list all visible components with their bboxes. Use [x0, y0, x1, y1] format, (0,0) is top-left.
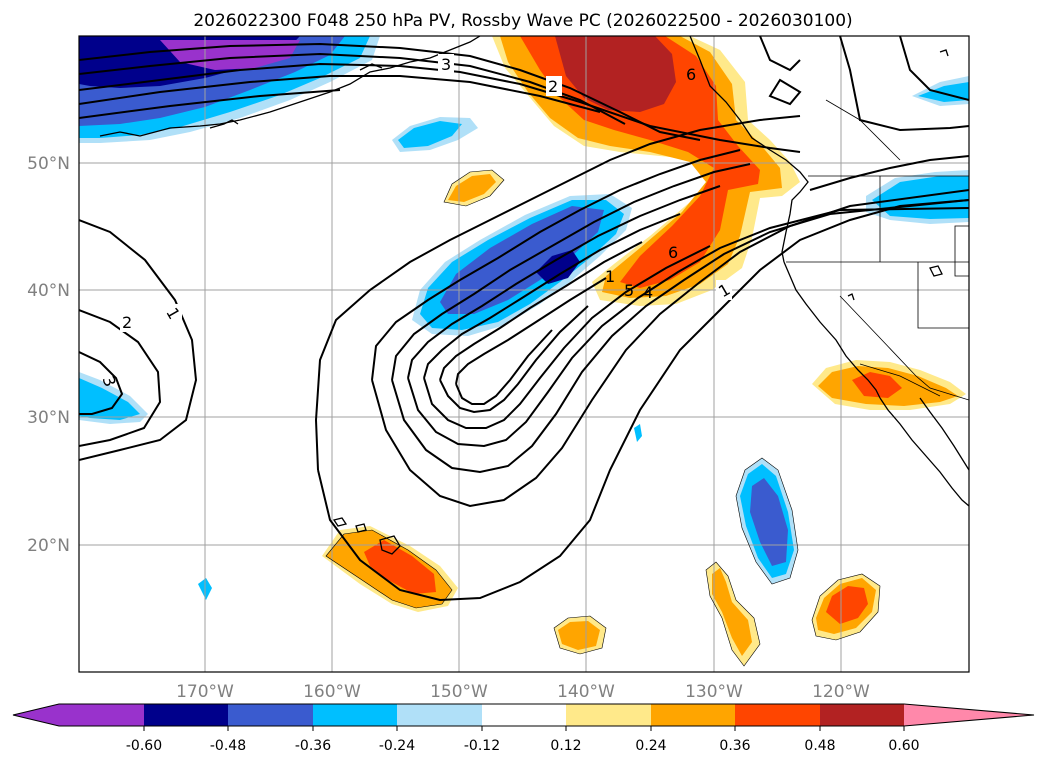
- lon-label-150w: 150°W: [430, 682, 488, 702]
- colorbar-segment: [313, 704, 397, 726]
- colorbar-tick-label: -0.24: [379, 738, 415, 754]
- colorbar-outline: [12, 703, 1035, 727]
- colorbar-min-extension: [13, 704, 59, 726]
- lon-label-130w: 130°W: [685, 682, 743, 702]
- colorbar-segment: [820, 704, 904, 726]
- positive-anomaly-shading: [322, 36, 966, 666]
- lon-label-170w: 170°W: [176, 682, 234, 702]
- contour-label: 6: [686, 65, 696, 84]
- contour-label: 2: [548, 77, 558, 96]
- colorbar-segment: [144, 704, 228, 726]
- colorbar-tick-label: -0.60: [126, 738, 162, 754]
- map-frame: [78, 35, 970, 673]
- contour-label: 1: [605, 267, 615, 286]
- shading-outlines: [325, 169, 881, 667]
- colorbar-tick-label: 0.36: [719, 738, 750, 754]
- colorbar-tick-label: 0.24: [635, 738, 666, 754]
- map-area: 3 2 6 1 6 5 4 1 2 1 3: [79, 36, 969, 672]
- lat-label-30n: 30°N: [27, 408, 70, 428]
- political-borders: [786, 99, 969, 401]
- contour-label: 5: [624, 281, 634, 300]
- colorbar-segment: [482, 704, 566, 726]
- colorbar-tick-label: 0.12: [550, 738, 581, 754]
- colorbar-segment: [735, 704, 820, 726]
- colorbar-tick-label: -0.48: [210, 738, 246, 754]
- contour-label: 4: [643, 283, 653, 302]
- colorbar-ticks: [143, 726, 905, 731]
- colorbar-segment: [59, 704, 144, 726]
- colorbar: -0.60 -0.48 -0.36 -0.24 -0.12 0.12 0.24 …: [12, 703, 1035, 754]
- coastlines: [99, 36, 969, 555]
- colorbar-tick-label: 0.48: [804, 738, 835, 754]
- lon-label-120w: 120°W: [812, 682, 870, 702]
- colorbar-segment: [566, 704, 651, 726]
- lat-label-40n: 40°N: [27, 281, 70, 301]
- contour-label: 3: [441, 55, 451, 74]
- lon-label-160w: 160°W: [303, 682, 361, 702]
- lon-label-140w: 140°W: [557, 682, 615, 702]
- figure-title: 2026022300 F048 250 hPa PV, Rossby Wave …: [193, 11, 852, 31]
- colorbar-tick-label: 0.60: [888, 738, 919, 754]
- colorbar-segment: [397, 704, 482, 726]
- latitude-labels: 50°N 40°N 30°N 20°N: [27, 154, 70, 556]
- contour-labels: 3 2 6 1 6 5 4 1 2 1 3: [99, 54, 733, 389]
- colorbar-max-extension: [904, 704, 1034, 726]
- colorbar-tick-label: -0.36: [295, 738, 331, 754]
- pv-contours: [79, 36, 969, 602]
- contour-label: 6: [668, 243, 678, 262]
- longitude-labels: 170°W 160°W 150°W 140°W 130°W 120°W: [176, 682, 870, 702]
- contour-label: 2: [122, 313, 132, 332]
- colorbar-tick-label: -0.12: [464, 738, 500, 754]
- negative-anomaly-shading: [79, 36, 969, 600]
- colorbar-segment: [228, 704, 313, 726]
- colorbar-segment: [651, 704, 735, 726]
- lat-label-20n: 20°N: [27, 536, 70, 556]
- lat-label-50n: 50°N: [27, 154, 70, 174]
